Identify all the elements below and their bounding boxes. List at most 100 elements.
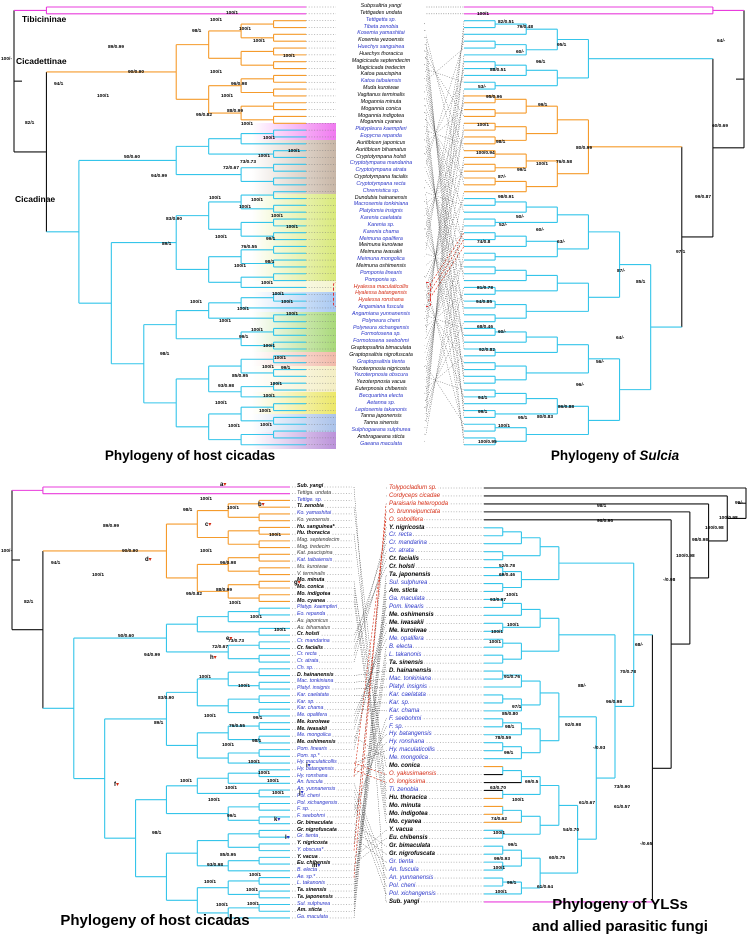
- taxon-label-fungus: Am. sticta: [388, 588, 419, 595]
- taxon-label-host-bottom: Y. obscura*: [296, 846, 325, 853]
- support-value: 100/1: [204, 714, 217, 719]
- support-value: 100/1: [222, 743, 235, 748]
- marker-triangle-icon: ▾: [297, 580, 301, 586]
- taxon-label-fungus: Cr. facialis: [388, 556, 421, 563]
- branch-marker: i▾: [306, 763, 311, 769]
- support-value: 80/0.99: [576, 146, 593, 151]
- taxon-label-fungus: Mo. indigotea: [388, 811, 429, 818]
- taxon-label-host-bottom: B. electa: [296, 866, 319, 874]
- support-value: 100/1: [263, 136, 276, 141]
- taxon-label-host-bottom: Mo. conica: [296, 584, 325, 591]
- taxon-label-host-top: Cryptotympana facialis: [336, 174, 426, 181]
- taxon-label-host-bottom: Me. iwasakii: [296, 725, 328, 732]
- taxon-label-fungus: Y. nigricosta: [388, 524, 426, 531]
- taxon-label-host-bottom: Gr. bimaculata: [296, 819, 334, 827]
- tangle-line: [423, 212, 465, 370]
- support-value: 100/1: [267, 779, 280, 784]
- taxon-label-host-top: Cryptotympana mandarina: [336, 161, 426, 167]
- support-value: 88/0.51: [490, 68, 507, 73]
- taxon-label-host-top: Vagitanus terminalis: [336, 92, 426, 99]
- support-value: 88/-: [578, 684, 587, 689]
- taxon-label-fungus: Pom. linearis: [388, 604, 425, 611]
- support-value: -/0.98: [663, 578, 676, 583]
- support-value: 52/-: [499, 223, 508, 228]
- red-association-line: [353, 503, 387, 878]
- taxon-label-host-top: Polyneura xichangensis: [336, 325, 426, 331]
- marker-triangle-icon: ▾: [300, 790, 304, 796]
- support-value: 100/1: [489, 640, 502, 645]
- tangle-line: [353, 663, 387, 892]
- taxon-label-host-top: Yezoterpnosia nigricosta: [336, 366, 426, 372]
- taxon-label-host-top: Karenia caelatata: [336, 215, 426, 222]
- taxon-label-host-bottom: Kar. chama: [296, 705, 325, 712]
- support-value: 99/1: [504, 751, 514, 756]
- support-value: 99/1: [239, 335, 249, 340]
- taxon-label-host-bottom: Me. opalifera: [296, 712, 328, 719]
- caption-sulcia: Phylogeny of Sulcia: [480, 448, 750, 463]
- support-value: 85/0.95: [232, 374, 249, 379]
- tangle-line: [353, 670, 387, 676]
- marker-letter: g: [294, 580, 298, 586]
- support-value: 100/1: [225, 786, 238, 791]
- support-value: 100/1: [258, 154, 271, 159]
- support-value: 83/0.90: [158, 696, 175, 701]
- tangle-line: [353, 599, 387, 919]
- taxon-label-host-top: Kosemia yezoensis: [336, 37, 426, 44]
- tangle-line: [423, 287, 465, 418]
- marker-letter: h: [210, 655, 214, 661]
- tangle-line: [423, 170, 465, 206]
- clade-highlight-band: [252, 392, 336, 414]
- support-value: 100/1: [209, 196, 222, 201]
- support-value: 99/1: [281, 366, 291, 371]
- support-value: 93/0.98: [207, 863, 224, 868]
- support-value: 100/1: [286, 225, 299, 230]
- support-value: 94/0.85: [476, 300, 493, 305]
- tangle-line: [423, 20, 465, 438]
- taxon-label-host-bottom: Pom. sp.*: [296, 752, 321, 759]
- support-value: 100/1: [493, 866, 506, 871]
- support-value: 88/0.99: [227, 109, 244, 114]
- support-value: 100/1: [259, 409, 272, 414]
- taxon-label-host-bottom: Ko. yezoensis: [296, 516, 331, 523]
- tangle-line: [353, 581, 387, 807]
- support-value: 95/1: [518, 416, 528, 421]
- taxon-label-host-bottom: Pol. cheni: [296, 792, 321, 800]
- support-value: 100/1: [180, 779, 193, 784]
- taxon-label-host-top: Cryptotympana recta: [336, 181, 426, 188]
- tangle-line: [353, 551, 387, 663]
- taxon-label-host-top: Cryptotympana holsti: [336, 154, 426, 160]
- taxon-label-host-bottom: V. terminalis: [296, 570, 327, 577]
- tangle-line: [353, 575, 387, 898]
- taxon-label-fungus: Mo. minuta: [388, 803, 422, 810]
- support-value: 80/0.83: [537, 415, 554, 420]
- support-value: 73/0.73: [228, 639, 245, 644]
- taxon-label-host-top: Macrosemia tonkiniana: [336, 202, 426, 208]
- taxon-label-host-top: Auritibicen japonicus: [336, 140, 426, 147]
- tangle-line: [423, 287, 465, 397]
- support-value: 100/1: [200, 497, 213, 502]
- taxon-label-fungus: Ta. sinensis: [388, 659, 425, 666]
- taxon-label-host-bottom: Hy. ronshana: [296, 772, 329, 779]
- support-value: 95/0.82: [186, 592, 203, 597]
- taxon-label-fungus: An. yunnanensis: [388, 874, 435, 881]
- support-value: 79/0.48: [517, 25, 534, 30]
- support-value: 64/-: [616, 336, 625, 341]
- support-value: -/0.65: [640, 842, 653, 847]
- support-value: 100/1: [226, 11, 239, 16]
- taxon-label-fungus: Cr. mandarina: [388, 540, 428, 547]
- support-value: 72/0.67: [212, 645, 229, 650]
- taxon-label-fungus: Pol. cheni: [388, 882, 417, 889]
- support-value: 98/1: [152, 831, 162, 836]
- marker-letter: k: [274, 817, 278, 823]
- taxon-label-host-bottom: Mac. tonkiniana: [296, 678, 335, 685]
- support-value: 100/1: [247, 902, 260, 907]
- support-value: 94/1: [478, 396, 488, 401]
- tangle-line: [353, 601, 387, 823]
- tangle-line: [423, 123, 465, 377]
- tangle-line: [353, 694, 387, 697]
- taxon-label-host-bottom: Kar. caelatata: [296, 691, 330, 699]
- support-value: 98/1: [496, 140, 506, 145]
- taxon-label-host-bottom: Me. oshimensis: [296, 739, 337, 746]
- branch-marker: d▾: [145, 557, 152, 563]
- branch-marker: j▾: [299, 790, 304, 796]
